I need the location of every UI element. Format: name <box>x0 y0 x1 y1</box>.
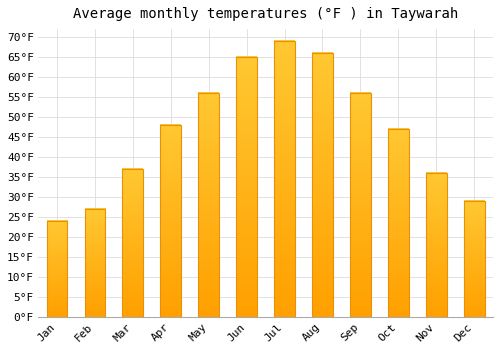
Bar <box>464 201 484 317</box>
Bar <box>426 173 446 317</box>
Bar <box>426 173 446 317</box>
Bar <box>46 221 68 317</box>
Bar <box>236 57 257 317</box>
Bar <box>160 125 181 317</box>
Bar <box>122 169 144 317</box>
Bar <box>236 57 257 317</box>
Bar <box>274 41 295 317</box>
Bar <box>46 221 68 317</box>
Bar <box>464 201 484 317</box>
Title: Average monthly temperatures (°F ) in Taywarah: Average monthly temperatures (°F ) in Ta… <box>73 7 458 21</box>
Bar <box>198 93 219 317</box>
Bar <box>350 93 371 317</box>
Bar <box>350 93 371 317</box>
Bar <box>388 129 408 317</box>
Bar <box>198 93 219 317</box>
Bar <box>388 129 408 317</box>
Bar <box>312 53 333 317</box>
Bar <box>274 41 295 317</box>
Bar <box>84 209 105 317</box>
Bar <box>84 209 105 317</box>
Bar <box>160 125 181 317</box>
Bar <box>312 53 333 317</box>
Bar <box>122 169 144 317</box>
